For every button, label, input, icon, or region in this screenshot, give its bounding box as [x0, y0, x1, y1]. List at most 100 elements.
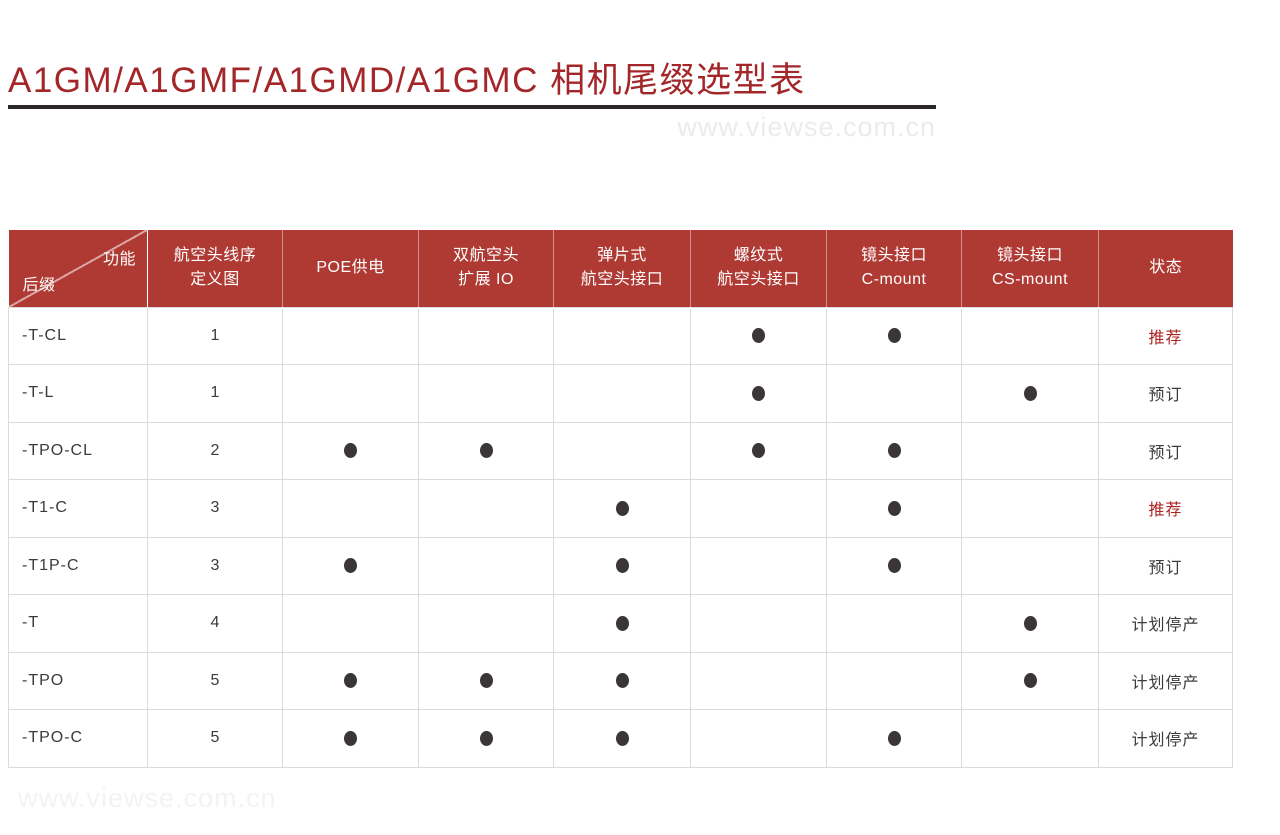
watermark-bottom: www.viewse.com.cn — [18, 783, 277, 813]
suffix-cell: -T-L — [8, 364, 148, 423]
status-cell: 计划停产 — [1098, 651, 1233, 710]
suffix-cell: -T-CL — [8, 306, 148, 365]
feature-cell-threaded-connector — [690, 594, 827, 653]
feature-cell-threaded-connector — [690, 536, 827, 595]
suffix-cell: -TPO — [8, 651, 148, 710]
feature-cell-spring-connector — [553, 536, 691, 595]
dot-icon — [887, 328, 901, 344]
feature-cell-spring-connector — [553, 364, 691, 423]
feature-cell-poe — [282, 709, 419, 768]
feature-cell-dual-io — [418, 306, 554, 365]
col-header-wiring-diagram: 航空头线序 定义图 — [147, 230, 283, 307]
feature-cell-threaded-connector — [690, 651, 827, 710]
col-header-line: POE供电 — [316, 259, 385, 277]
feature-cell-cs-mount — [961, 536, 1099, 595]
dot-icon — [615, 730, 629, 746]
wiring-diagram-cell: 5 — [147, 709, 283, 768]
feature-cell-threaded-connector — [690, 479, 827, 538]
suffix-cell: -T — [8, 594, 148, 653]
feature-cell-dual-io — [418, 536, 554, 595]
feature-cell-threaded-connector — [690, 709, 827, 768]
feature-cell-poe — [282, 536, 419, 595]
feature-cell-poe — [282, 479, 419, 538]
dot-icon — [344, 558, 357, 574]
status-cell: 计划停产 — [1098, 709, 1233, 768]
table-body: -T-CL 1 推荐 -T-L 1 预订 -TPO-CL 2 预订 -T1-C 3 推荐 -T1P-C 3… — [8, 306, 1233, 768]
feature-cell-spring-connector — [553, 709, 691, 768]
col-header-line: 航空头线序 — [173, 247, 257, 265]
header-row: 功能 后缀 航空头线序 定义图 POE供电 双航空头 扩展 IO 弹片式 — [8, 230, 1233, 307]
col-header-line: 航空头接口 — [580, 271, 664, 289]
col-header-cs-mount: 镜头接口 CS-mount — [961, 230, 1099, 307]
table-row: -T-L 1 预订 — [8, 364, 1233, 423]
corner-header-cell: 功能 后缀 — [8, 230, 148, 307]
feature-cell-poe — [282, 594, 419, 653]
col-header-line: 航空头接口 — [717, 271, 800, 289]
feature-cell-cs-mount — [961, 594, 1099, 653]
suffix-cell: -TPO-C — [8, 709, 148, 768]
status-cell: 推荐 — [1098, 479, 1233, 538]
suffix-cell: -T1P-C — [8, 536, 148, 595]
dot-icon — [479, 443, 493, 459]
table-row: -TPO 5 计划停产 — [8, 651, 1233, 710]
dot-icon — [1023, 615, 1037, 631]
col-header-poe: POE供电 — [282, 230, 419, 307]
dot-icon — [344, 730, 357, 746]
feature-cell-poe — [282, 651, 419, 710]
feature-cell-dual-io — [418, 479, 554, 538]
wiring-diagram-cell: 4 — [147, 594, 283, 653]
feature-cell-spring-connector — [553, 421, 691, 480]
watermark-top: www.viewse.com.cn — [677, 112, 936, 142]
feature-cell-poe — [282, 421, 419, 480]
feature-cell-spring-connector — [553, 306, 691, 365]
col-header-status: 状态 — [1098, 230, 1233, 307]
wiring-diagram-cell: 3 — [147, 536, 283, 595]
feature-cell-cs-mount — [961, 306, 1099, 365]
feature-cell-cs-mount — [961, 651, 1099, 710]
suffix-cell: -TPO-CL — [8, 421, 148, 480]
status-cell: 推荐 — [1098, 306, 1233, 365]
dot-icon — [1023, 673, 1037, 689]
status-cell: 计划停产 — [1098, 594, 1233, 653]
feature-cell-c-mount — [826, 536, 962, 595]
wiring-diagram-cell: 5 — [147, 651, 283, 710]
feature-cell-dual-io — [418, 709, 554, 768]
col-header-c-mount: 镜头接口 C-mount — [826, 230, 962, 307]
dot-icon — [887, 443, 901, 459]
dot-icon — [887, 730, 901, 746]
table-header: 功能 后缀 航空头线序 定义图 POE供电 双航空头 扩展 IO 弹片式 — [8, 230, 1233, 307]
suffix-selection-table: 功能 后缀 航空头线序 定义图 POE供电 双航空头 扩展 IO 弹片式 — [8, 230, 1233, 768]
feature-cell-c-mount — [826, 594, 962, 653]
feature-cell-c-mount — [826, 709, 962, 768]
table-row: -T1-C 3 推荐 — [8, 479, 1233, 538]
feature-cell-cs-mount — [961, 479, 1099, 538]
dot-icon — [887, 558, 901, 574]
dot-icon — [615, 615, 629, 631]
feature-cell-dual-io — [418, 651, 554, 710]
table-row: -T-CL 1 推荐 — [8, 306, 1233, 365]
col-header-line: 镜头接口 — [860, 247, 927, 265]
dot-icon — [479, 673, 493, 689]
feature-cell-c-mount — [826, 364, 962, 423]
feature-cell-cs-mount — [961, 709, 1099, 768]
col-header-threaded-connector: 螺纹式 航空头接口 — [690, 230, 827, 307]
dot-icon — [479, 730, 493, 746]
feature-cell-poe — [282, 306, 419, 365]
col-header-dual-io: 双航空头 扩展 IO — [418, 230, 554, 307]
page-title: A1GM/A1GMF/A1GMD/A1GMC 相机尾缀选型表 — [8, 61, 806, 100]
wiring-diagram-cell: 1 — [147, 364, 283, 423]
dot-icon — [344, 673, 357, 689]
dot-icon — [344, 443, 357, 459]
col-header-line: C-mount — [861, 271, 927, 289]
feature-cell-c-mount — [826, 479, 962, 538]
table-row: -T 4 计划停产 — [8, 594, 1233, 653]
col-header-line: 定义图 — [190, 271, 240, 289]
col-header-line: 镜头接口 — [996, 247, 1063, 265]
feature-cell-poe — [282, 364, 419, 423]
table-row: -T1P-C 3 预订 — [8, 536, 1233, 595]
suffix-cell: -T1-C — [8, 479, 148, 538]
dot-icon — [615, 673, 629, 689]
corner-label-suffix: 后缀 — [22, 276, 56, 294]
dot-icon — [887, 500, 901, 516]
